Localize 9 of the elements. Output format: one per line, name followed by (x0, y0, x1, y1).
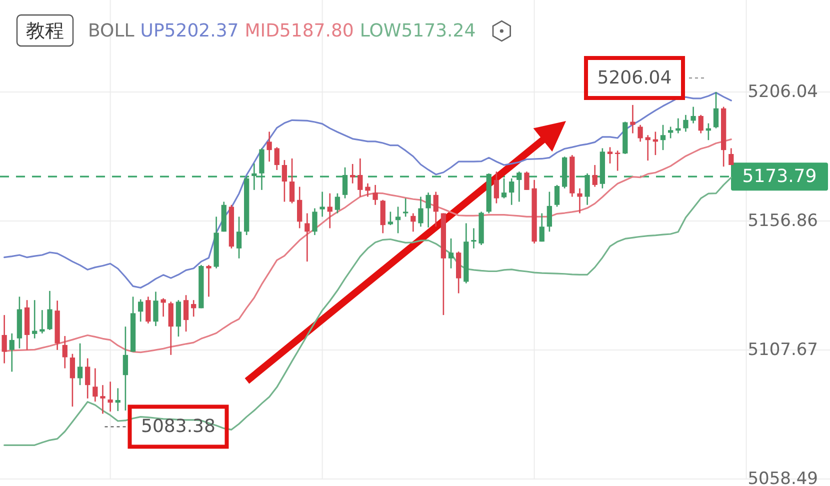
ref-line-label: 5173.79 (742, 166, 817, 188)
y-tick-label: 5156.86 (748, 210, 818, 231)
annotation: 5206.04 (584, 56, 706, 100)
y-tick-label: 5058.49 (748, 469, 818, 486)
annotation: 5083.38 (104, 404, 229, 449)
title: BOLL (88, 20, 134, 42)
annotation: 5083.38 (141, 416, 216, 438)
y-tick-label: 5107.67 (748, 340, 818, 360)
y-tick-label: 5206.04 (748, 82, 818, 102)
